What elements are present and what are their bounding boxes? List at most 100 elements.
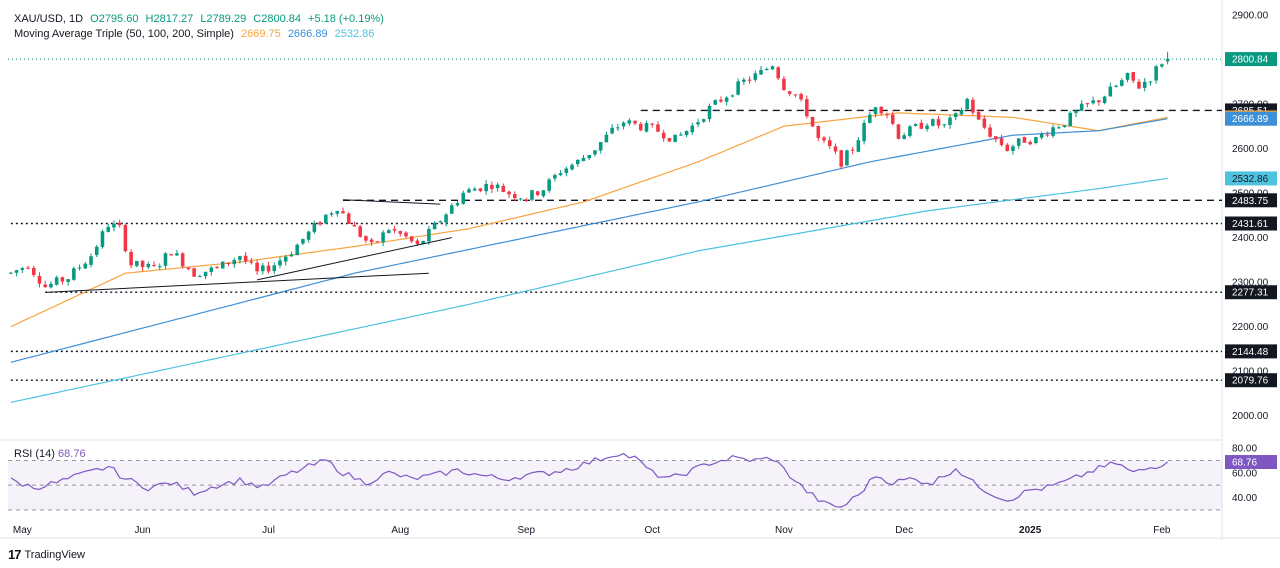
candle — [1028, 140, 1032, 146]
rsi-title[interactable]: RSI (14) — [14, 448, 55, 460]
rsi-panel[interactable] — [8, 452, 1222, 511]
candle-body — [312, 223, 317, 233]
candle-body — [833, 146, 838, 152]
candle-body — [392, 229, 397, 231]
candle-body — [341, 211, 345, 214]
brand[interactable]: 17 TradingView — [8, 547, 85, 562]
candle — [472, 186, 477, 191]
candle-body — [953, 113, 958, 118]
candle — [135, 260, 139, 268]
candle — [501, 183, 506, 193]
candle-body — [593, 150, 597, 155]
candle-body — [1011, 146, 1015, 151]
symbol-label[interactable]: XAU/USD, 1D — [14, 13, 84, 25]
candle — [667, 137, 672, 143]
candle-body — [89, 256, 93, 265]
candle-body — [261, 265, 265, 272]
candle — [890, 111, 895, 126]
candle-body — [14, 270, 19, 273]
candle — [387, 228, 391, 234]
candle — [1079, 100, 1084, 112]
price-tag-bg — [1225, 111, 1277, 126]
candle-body — [398, 231, 403, 234]
time-tick-Aug: Aug — [391, 525, 409, 536]
candle — [215, 265, 219, 269]
time-tick-May: May — [13, 525, 32, 536]
candle-body — [1142, 81, 1147, 88]
candle-body — [54, 277, 59, 285]
candle-body — [1016, 138, 1021, 146]
moving-averages — [10, 112, 1168, 403]
candle — [535, 190, 540, 197]
candle — [1051, 124, 1055, 139]
candle — [656, 121, 660, 133]
candle — [381, 230, 385, 247]
candle — [117, 219, 122, 228]
candle-body — [805, 99, 809, 117]
candle — [1148, 81, 1153, 86]
candle-body — [524, 199, 529, 201]
candle — [913, 123, 918, 127]
candle — [976, 109, 981, 121]
candle-body — [117, 222, 122, 226]
candle-body — [816, 126, 821, 139]
candle — [1137, 78, 1141, 89]
price-axis[interactable]: 2000.002100.002200.002300.002400.002500.… — [1225, 10, 1277, 504]
candle — [369, 238, 374, 246]
time-tick-Nov: Nov — [775, 525, 793, 536]
candle-body — [387, 230, 391, 234]
candle-body — [226, 262, 231, 265]
candle-body — [810, 117, 815, 127]
candle — [713, 99, 717, 106]
candle-body — [644, 123, 649, 132]
candle-body — [301, 238, 305, 244]
candle — [782, 75, 786, 91]
candle — [1011, 144, 1015, 155]
ma-title[interactable]: Moving Average Triple (50, 100, 200, Sim… — [14, 28, 234, 40]
candle — [553, 173, 557, 182]
candle-body — [908, 126, 912, 136]
candle — [948, 115, 952, 129]
candles[interactable] — [9, 51, 1170, 289]
candle — [822, 136, 826, 144]
candle — [558, 170, 563, 177]
candle-body — [220, 261, 225, 269]
candle-body — [438, 221, 443, 223]
time-tick-2025: 2025 — [1019, 525, 1042, 536]
candle — [638, 121, 643, 132]
candle — [306, 230, 311, 243]
change-value: +5.18 (+0.19%) — [308, 13, 384, 25]
candle — [358, 224, 362, 238]
candle-body — [1108, 86, 1113, 97]
candle-body — [1028, 141, 1032, 145]
candle — [346, 212, 351, 225]
candle — [192, 267, 196, 277]
candle — [1085, 102, 1090, 108]
candle-body — [701, 119, 706, 122]
candle-body — [1085, 103, 1090, 105]
trendline-0 — [45, 272, 429, 293]
price-tag-bg — [1225, 373, 1277, 388]
candle-body — [501, 185, 506, 192]
candle-body — [913, 124, 918, 126]
candle-body — [530, 190, 534, 200]
candle-body — [845, 150, 849, 166]
candle — [982, 115, 987, 130]
candle — [140, 260, 145, 272]
candle — [232, 257, 236, 268]
rsi-tag-bg — [1225, 455, 1277, 470]
candle-body — [902, 135, 906, 140]
time-axis[interactable]: May Jun Jul Aug Sep Oct Nov Dec 2025 Feb — [13, 525, 1171, 536]
price-tick-2300: 2300.00 — [1232, 278, 1269, 289]
candle-body — [444, 214, 448, 223]
candle — [965, 97, 969, 110]
candle-body — [971, 99, 975, 113]
candle-body — [1165, 59, 1170, 62]
ma-legend: Moving Average Triple (50, 100, 200, Sim… — [14, 28, 378, 40]
candle — [650, 122, 654, 128]
candle-body — [1005, 144, 1010, 151]
candle-body — [9, 272, 13, 274]
time-tick-Sep: Sep — [517, 525, 535, 536]
candle — [885, 112, 889, 119]
